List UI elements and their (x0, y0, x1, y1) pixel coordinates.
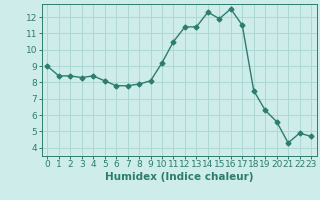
X-axis label: Humidex (Indice chaleur): Humidex (Indice chaleur) (105, 172, 253, 182)
